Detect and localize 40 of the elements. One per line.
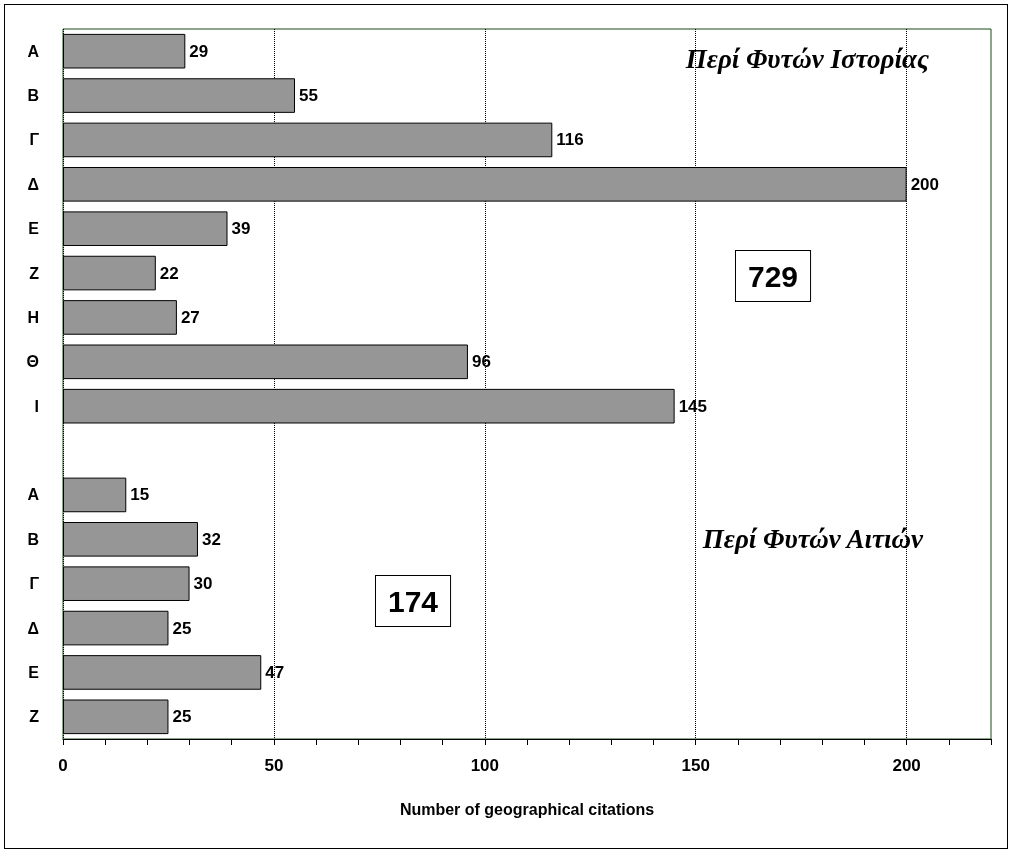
- y-tick-label: Ζ: [29, 708, 40, 726]
- x-tick-label: 150: [681, 756, 710, 775]
- x-tick-label: 200: [892, 756, 921, 775]
- x-tick-label: 50: [264, 756, 284, 775]
- y-tick-label: Η: [27, 308, 39, 326]
- annotation: 174: [388, 584, 439, 618]
- data-label: 47: [265, 662, 285, 682]
- y-tick-label: Ε: [28, 663, 40, 681]
- y-tick-label: Γ: [29, 131, 40, 149]
- data-label: 25: [172, 618, 192, 638]
- data-label: 29: [189, 41, 209, 61]
- data-label: 96: [471, 352, 491, 372]
- y-tick-label: Ε: [28, 220, 40, 238]
- annotation: Περί Φυτών Αιτιών: [701, 523, 925, 554]
- data-label: 25: [172, 707, 192, 727]
- data-label: 145: [678, 396, 708, 416]
- x-tick-label: 0: [58, 756, 68, 775]
- x-tick-label: 100: [470, 756, 500, 775]
- y-tick-label: Δ: [27, 619, 39, 637]
- y-tick-label: Γ: [29, 575, 40, 593]
- data-label: 32: [201, 529, 221, 549]
- y-tick-label: Α: [27, 42, 40, 60]
- y-tick-label: Ι: [34, 397, 39, 415]
- data-label: 30: [193, 574, 213, 594]
- y-tick-label: Ζ: [29, 264, 40, 282]
- y-tick-label: Θ: [26, 353, 39, 371]
- y-tick-label: Β: [27, 530, 39, 548]
- y-tick-label: Α: [27, 486, 40, 504]
- data-label: 39: [231, 219, 251, 239]
- data-label: 27: [180, 307, 200, 327]
- x-axis-title: Number of geographical citations: [399, 800, 655, 818]
- y-tick-label: Β: [27, 87, 39, 105]
- y-tick-label: Δ: [27, 175, 39, 193]
- data-label: 55: [299, 86, 318, 106]
- data-label: 200: [910, 174, 940, 194]
- annotation: Περί Φυτών Ιστορίας: [684, 43, 929, 74]
- data-label: 22: [159, 263, 179, 283]
- data-label: 15: [130, 485, 150, 505]
- data-label: 116: [556, 130, 584, 150]
- annotation: 729: [748, 259, 799, 293]
